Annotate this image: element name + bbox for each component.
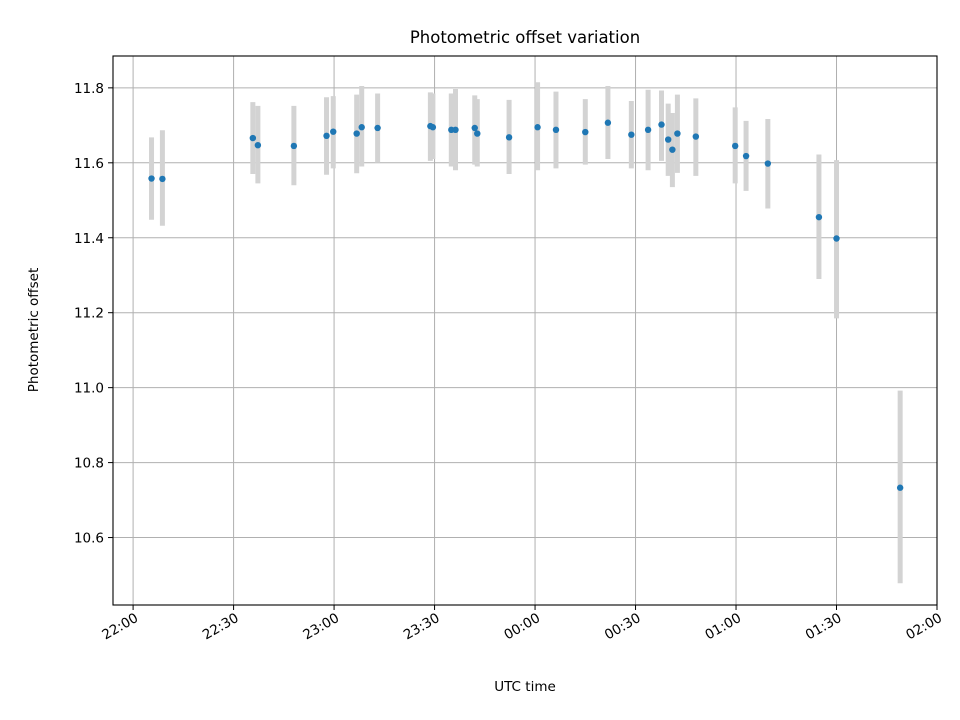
y-tick-label: 11.8: [74, 81, 104, 97]
data-point: [429, 124, 437, 131]
data-point: [159, 175, 166, 183]
data-point: [674, 130, 681, 137]
data-point: [731, 142, 739, 150]
data-point: [353, 130, 360, 137]
y-tick-label: 11.6: [74, 156, 104, 172]
data-point: [474, 130, 481, 137]
data-point: [664, 136, 672, 143]
data-point: [290, 142, 298, 150]
y-tick-label: 11.0: [74, 381, 104, 397]
y-tick-label: 10.8: [74, 456, 104, 472]
plot-frame: [112, 55, 938, 606]
data-point: [534, 124, 541, 131]
y-tick-label: 11.2: [74, 306, 104, 322]
data-point: [505, 134, 513, 141]
data-point: [330, 128, 337, 135]
y-tick-label: 10.6: [74, 531, 104, 547]
grid: [113, 56, 938, 605]
data-point: [692, 133, 700, 140]
y-tick-label: 11.4: [74, 231, 104, 247]
x-axis-label: UTC time: [494, 679, 556, 695]
data-point: [815, 213, 823, 221]
data-point: [249, 134, 257, 142]
data-point: [452, 126, 459, 134]
chart-title: Photometric offset variation: [410, 28, 640, 47]
data-points: [148, 119, 904, 491]
data-point: [358, 124, 365, 131]
data-point: [254, 141, 262, 149]
data-point: [604, 119, 612, 126]
data-point: [148, 175, 155, 182]
data-point: [669, 146, 676, 153]
data-point: [323, 132, 330, 140]
data-point: [896, 484, 904, 491]
data-point: [658, 121, 665, 128]
y-axis-label: Photometric offset: [26, 268, 42, 392]
data-point: [764, 160, 772, 167]
data-point: [628, 131, 635, 138]
data-point: [582, 128, 589, 136]
data-point: [644, 126, 652, 134]
data-point: [833, 235, 840, 242]
data-point: [742, 152, 750, 160]
y-axis: 10.6 10.8 11.0 11.2 11.4 11.6 11.8: [74, 81, 113, 547]
data-point: [471, 124, 478, 132]
data-point: [552, 126, 560, 134]
data-point: [374, 124, 381, 132]
